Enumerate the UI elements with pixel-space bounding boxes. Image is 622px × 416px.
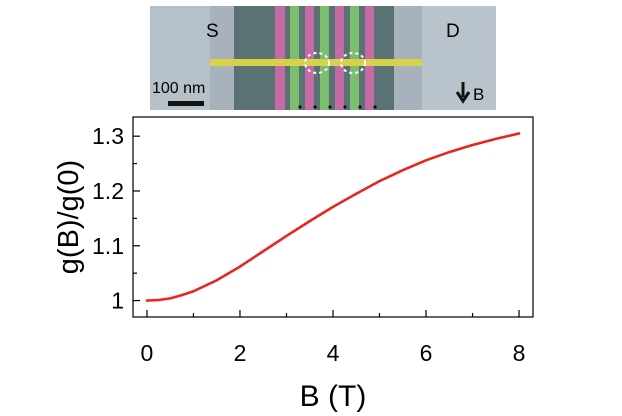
x-axis-label: B (T) — [300, 380, 367, 413]
gate-finger — [305, 6, 314, 110]
gate-finger — [320, 6, 329, 110]
quantum-dot-marker — [340, 52, 366, 74]
gate-dot — [343, 105, 347, 109]
source-region — [150, 6, 210, 110]
x-tick-label: 8 — [513, 340, 526, 366]
drain-label: D — [446, 21, 460, 42]
nanowire — [210, 59, 422, 66]
gate-finger — [350, 6, 359, 110]
gate-dot — [313, 105, 317, 109]
gate-finger — [365, 6, 374, 110]
gate-dot — [358, 105, 362, 109]
series-line — [145, 132, 521, 302]
x-tick-label: 0 — [141, 340, 154, 366]
gate-dot — [298, 105, 302, 109]
field-arrow-icon — [455, 82, 471, 104]
gate-dot — [328, 105, 332, 109]
x-axis: 0 2 4 6 8 — [141, 310, 526, 366]
scale-bar — [168, 101, 204, 106]
y-axis: 1 1.1 1.2 1.3 — [92, 123, 140, 314]
gate-finger — [275, 6, 285, 110]
x-tick-label: 4 — [327, 340, 340, 366]
y-tick-label: 1.3 — [92, 123, 124, 149]
y-tick-label: 1.1 — [92, 233, 124, 259]
field-label: B — [473, 85, 484, 104]
source-label: S — [206, 21, 219, 42]
y-tick-label: 1.2 — [92, 178, 124, 204]
quantum-dot-marker — [304, 52, 330, 74]
y-tick-label: 1 — [111, 288, 124, 314]
device-micrograph: S D 100 nm B — [150, 6, 496, 110]
y-axis-label: g(B)/g(0) — [53, 160, 85, 274]
x-tick-label: 2 — [234, 340, 247, 366]
gate-finger — [290, 6, 299, 110]
series-layer — [145, 132, 521, 302]
gate-finger — [335, 6, 344, 110]
plot-frame — [132, 116, 534, 318]
scale-bar-label: 100 nm — [152, 80, 205, 97]
x-tick-label: 6 — [420, 340, 433, 366]
gate-dot — [373, 105, 377, 109]
